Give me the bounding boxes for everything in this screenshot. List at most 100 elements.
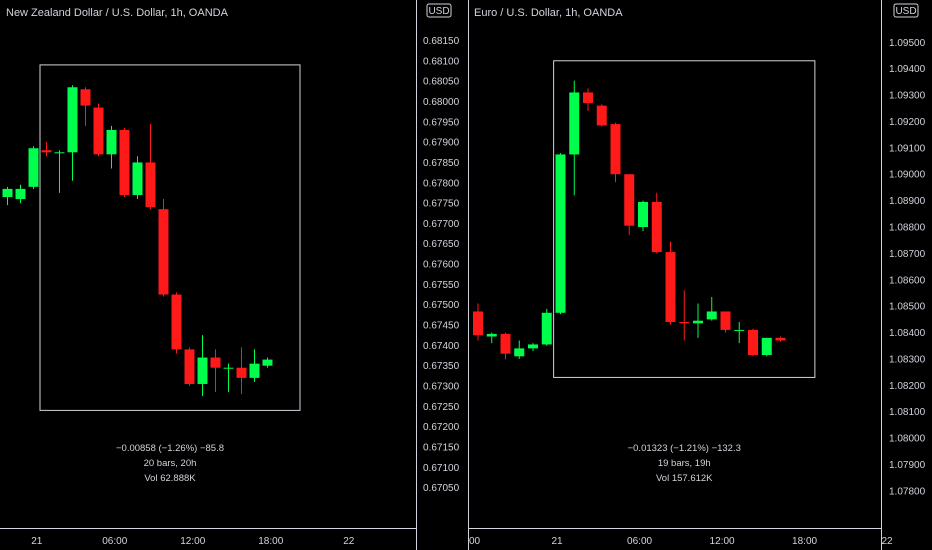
y-tick-label: 0.67800 <box>423 178 460 189</box>
measure-rectangle[interactable] <box>39 64 301 411</box>
left-chart-title: New Zealand Dollar / U.S. Dollar, 1h, OA… <box>6 7 229 19</box>
right-price-axis: 1.09500 1.09400 1.09300 1.09200 1.09100 1.090… <box>889 38 926 498</box>
candle-body <box>610 124 621 175</box>
candle-body <box>624 174 635 226</box>
y-tick-label: 1.08200 <box>889 381 926 392</box>
candle <box>119 127 130 197</box>
candle <box>54 150 65 193</box>
candle <box>67 85 78 181</box>
candle <box>262 357 273 368</box>
candle <box>514 340 525 359</box>
x-tick-label: 21 <box>31 536 43 547</box>
left-time-axis: 21 06:00 12:00 18:00 22 <box>31 536 355 547</box>
candle <box>171 292 182 354</box>
candle-body <box>761 337 772 355</box>
measure-info-line: −0.00858 (−1.26%) −85.8 <box>116 443 224 454</box>
y-tick-label: 0.68000 <box>423 97 460 108</box>
x-tick-label: 12:00 <box>710 536 735 547</box>
x-tick-label: 06:00 <box>627 536 652 547</box>
candle-body <box>171 294 182 350</box>
candle <box>665 241 676 325</box>
y-tick-label: 0.67150 <box>423 442 460 453</box>
measure-info-line: 20 bars, 20h <box>144 458 197 469</box>
y-tick-label: 0.67450 <box>423 321 460 332</box>
candle <box>679 290 690 341</box>
candle <box>734 322 745 344</box>
candle <box>610 122 621 183</box>
candle-body <box>693 320 703 324</box>
y-tick-label: 1.09000 <box>889 170 926 181</box>
candle-body <box>638 201 648 228</box>
candle <box>596 104 607 127</box>
candle-body <box>528 344 538 349</box>
candle <box>28 146 39 189</box>
candle <box>2 186 13 206</box>
right-currency-badge[interactable]: USD <box>893 3 919 18</box>
y-tick-label: 0.67550 <box>423 280 460 291</box>
candle-body <box>486 333 497 337</box>
candle-body <box>734 329 745 331</box>
y-tick-label: 1.07900 <box>889 460 926 471</box>
right-time-axis: 00 21 06:00 12:00 18:00 22 <box>469 536 893 547</box>
candle <box>775 336 786 342</box>
candle <box>638 200 648 231</box>
y-tick-label: 1.09500 <box>889 38 926 49</box>
y-tick-label: 0.67050 <box>423 483 460 494</box>
y-tick-label: 0.67850 <box>423 158 460 169</box>
candle-body <box>197 357 208 384</box>
candle-body <box>596 105 607 126</box>
y-tick-label: 1.07800 <box>889 486 926 497</box>
candle <box>473 303 483 341</box>
measure-rectangle[interactable] <box>553 60 816 378</box>
right-measure-box: −0.01323 (−1.21%) −132.3 19 bars, 19h Vol … <box>553 60 816 484</box>
y-tick-label: 0.67500 <box>423 300 460 311</box>
candle-body <box>54 152 65 154</box>
candle <box>541 308 552 346</box>
candle <box>145 123 156 210</box>
left-currency-label: USD <box>428 6 449 17</box>
candle <box>651 192 662 254</box>
y-tick-label: 1.08800 <box>889 223 926 234</box>
candle <box>706 296 717 321</box>
candle <box>210 349 221 393</box>
candle <box>249 349 260 382</box>
y-tick-label: 1.08900 <box>889 196 926 207</box>
x-tick-label: 12:00 <box>180 536 205 547</box>
candle-body <box>119 129 130 195</box>
candle <box>500 332 511 359</box>
candle-body <box>249 363 260 378</box>
y-tick-label: 0.67400 <box>423 341 460 352</box>
candle-body <box>132 162 143 195</box>
candle <box>197 335 208 397</box>
candle <box>583 88 593 111</box>
candle <box>184 347 195 386</box>
candle-body <box>541 312 552 345</box>
candle <box>236 347 247 395</box>
candle <box>223 363 234 393</box>
candle-body <box>41 150 52 153</box>
left-currency-badge[interactable]: USD <box>426 3 452 18</box>
candle-body <box>583 92 593 103</box>
y-tick-label: 0.67350 <box>423 361 460 372</box>
y-tick-label: 0.68100 <box>423 56 460 67</box>
measure-info-line: Vol 62.888K <box>144 473 196 484</box>
candle-body <box>184 349 195 384</box>
measure-info-line: Vol 157.612K <box>656 473 713 484</box>
candle-body <box>775 337 786 341</box>
right-candles <box>473 80 786 359</box>
candle <box>748 328 758 357</box>
candle-body <box>145 162 156 208</box>
x-tick-label: 00 <box>469 536 481 547</box>
candle-body <box>28 148 39 187</box>
candle-body <box>555 154 566 313</box>
candle-body <box>748 329 758 355</box>
candle-body <box>2 188 13 197</box>
candle <box>93 103 104 157</box>
y-tick-label: 0.67300 <box>423 382 460 393</box>
candle-body <box>93 107 104 155</box>
y-tick-label: 1.08500 <box>889 302 926 313</box>
y-tick-label: 0.67750 <box>423 199 460 210</box>
y-tick-label: 1.08100 <box>889 407 926 418</box>
y-tick-label: 1.09100 <box>889 143 926 154</box>
candle-body <box>262 359 273 366</box>
